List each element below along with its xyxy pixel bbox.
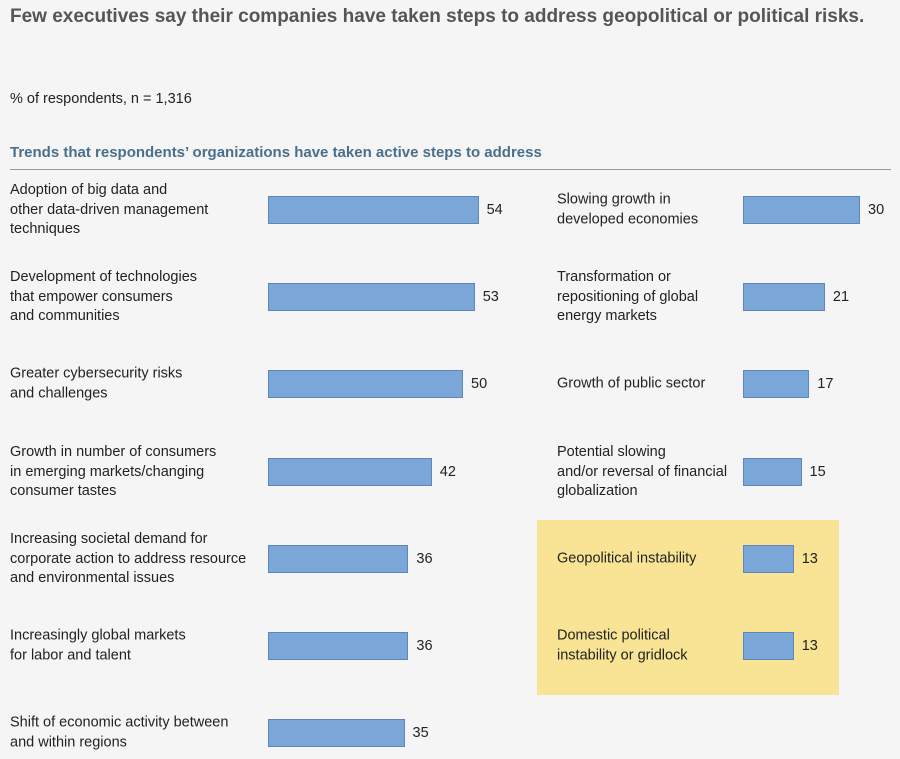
bar [743,458,802,486]
data-label: 21 [832,289,850,305]
category-label: Transformation or repositioning of global… [557,268,699,324]
data-label: 53 [482,289,499,305]
highlight-box [537,520,839,695]
data-label: 42 [439,464,456,480]
data-label: 13 [801,638,818,654]
data-label: 15 [809,464,826,480]
category-label: Greater cybersecurity risks and challenge… [10,365,183,402]
section-heading: Trends that respondents’ organizations h… [10,144,542,161]
bar [268,632,409,660]
category-label: Increasingly global markets for labor and… [10,627,186,664]
data-label: 30 [868,202,885,218]
heading-divider [10,169,891,170]
category-label: Geopolitical instability [557,550,697,567]
category-label: Adoption of big data and other data-drive… [10,181,209,237]
bar [268,283,475,311]
bar [268,196,479,224]
category-label: Growth in number of consumers in emerging… [10,443,217,499]
bar [268,719,405,747]
data-label: 54 [486,202,503,218]
category-label: Growth of public sector [557,375,706,392]
data-label: 35 [412,725,429,741]
category-label: Potential slowing and/or reversal of fina… [557,443,728,499]
category-label: Domestic political instability or gridloc… [557,627,688,664]
data-label: 13 [801,551,818,567]
data-label: 36 [416,638,433,654]
data-label: 17 [817,376,834,392]
bar [743,283,825,311]
category-label: Slowing growth in developed economies [557,191,699,228]
bar [743,545,794,573]
data-label: 36 [416,551,433,567]
data-label: 50 [471,376,488,392]
bar [743,632,794,660]
category-label: Increasing societal demand for corporate … [10,530,247,586]
category-label: Shift of economic activity between and wi… [10,714,229,751]
bar [268,545,409,573]
bar [268,458,432,486]
category-label: Development of technologies that empower … [10,268,198,324]
chart-subtitle: % of respondents, n = 1,316 [10,91,192,107]
chart-title: Few executives say their companies have … [10,6,865,27]
bar [743,370,810,398]
bar [743,196,860,224]
bar [268,370,463,398]
